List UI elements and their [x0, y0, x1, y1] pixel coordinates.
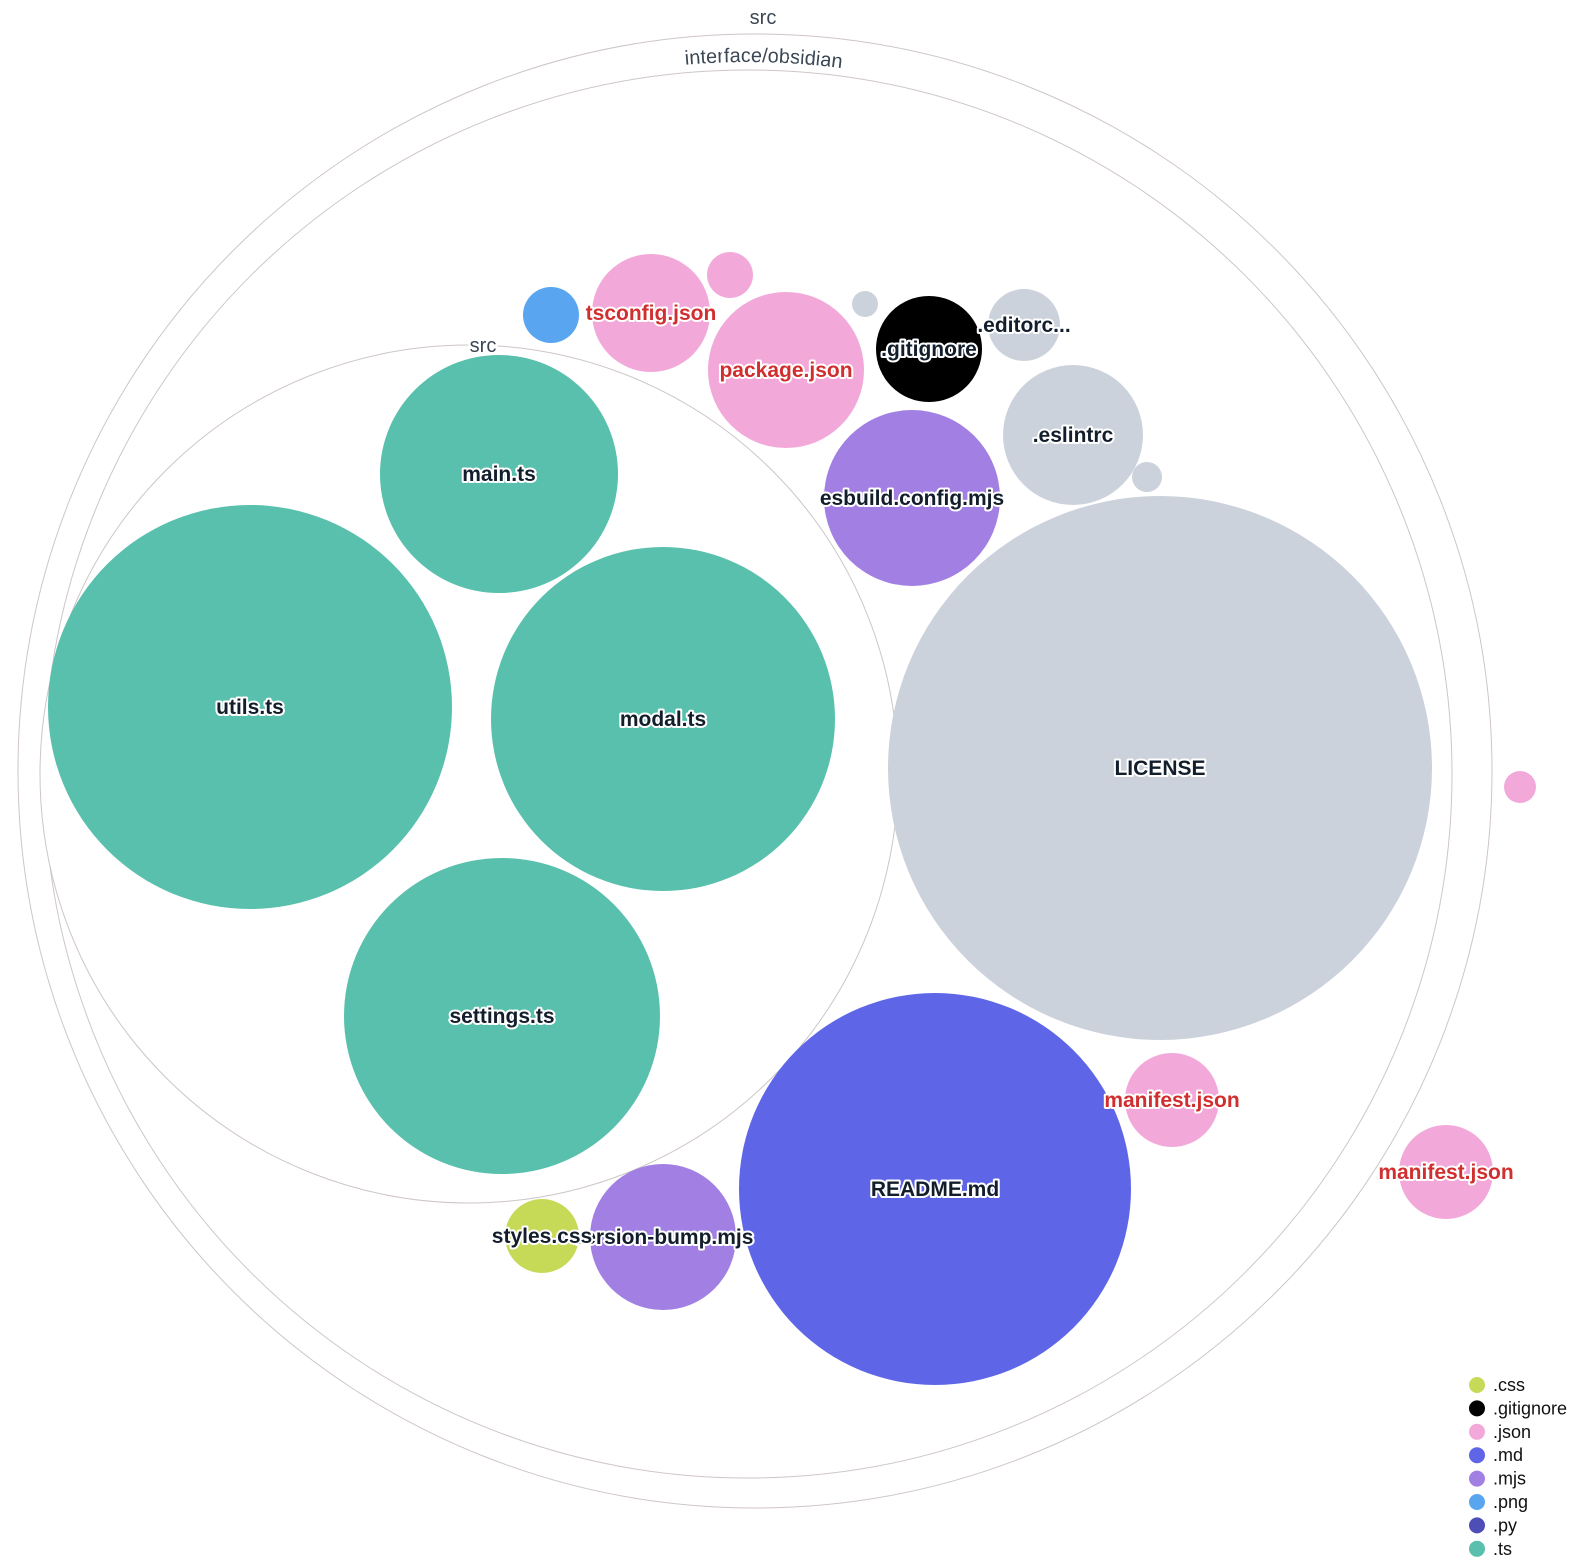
file-label-settings-ts: settings.ts — [449, 1005, 554, 1028]
file-circle-gitignore[interactable] — [876, 296, 982, 402]
legend-dot-gitignore — [1469, 1400, 1485, 1417]
file-label-editorconfig: .editorc... — [977, 314, 1070, 337]
file-label-styles-css: styles.css — [492, 1225, 592, 1248]
file-label-package-json: package.json — [719, 359, 852, 382]
file-label-readme-md: README.md — [871, 1178, 999, 1201]
file-circle-package-json[interactable] — [708, 292, 864, 448]
file-label-main-ts: main.ts — [462, 463, 536, 486]
legend-label-ts: .ts — [1493, 1539, 1512, 1559]
legend-dot-mjs — [1469, 1470, 1485, 1487]
file-circle-tsconfig-json[interactable] — [592, 254, 710, 372]
file-circle-eslintrc[interactable] — [1003, 365, 1143, 505]
file-label-gitignore: .gitignore — [881, 338, 977, 361]
file-circle-gray-dot-2[interactable] — [1132, 462, 1162, 492]
file-label-manifest-json-outer: manifest.json — [1378, 1161, 1513, 1184]
file-circle-modal-ts[interactable] — [491, 547, 835, 891]
legend-label-gitignore: .gitignore — [1493, 1398, 1567, 1418]
legend-label-mjs: .mjs — [1493, 1469, 1526, 1489]
file-circle-version-bump-mjs[interactable] — [590, 1164, 736, 1310]
file-label-utils-ts: utils.ts — [216, 696, 284, 719]
file-label-tsconfig-json: tsconfig.json — [586, 302, 717, 325]
legend-dot-md — [1469, 1447, 1485, 1464]
legend-dot-py — [1469, 1517, 1485, 1534]
legend-label-css: .css — [1493, 1375, 1525, 1395]
file-circle-settings-ts[interactable] — [344, 858, 660, 1174]
file-circle-json-dot-top[interactable] — [707, 252, 753, 298]
file-label-license: LICENSE — [1114, 757, 1205, 780]
file-circle-manifest-json[interactable] — [1125, 1053, 1219, 1147]
file-circle-license[interactable] — [888, 496, 1432, 1040]
file-circle-readme-md[interactable] — [739, 993, 1131, 1385]
legend-dot-png — [1469, 1494, 1485, 1510]
legend-label-md: .md — [1493, 1445, 1523, 1465]
file-circle-gray-dot-1[interactable] — [852, 291, 878, 317]
file-label-esbuild-config-mjs: esbuild.config.mjs — [820, 487, 1004, 510]
legend-label-py: .py — [1493, 1515, 1517, 1535]
file-circle-png-dot[interactable] — [523, 287, 579, 343]
file-label-manifest-json: manifest.json — [1104, 1089, 1239, 1112]
file-circle-styles-css[interactable] — [505, 1199, 579, 1273]
file-label-version-bump-mjs: version-bump.mjs — [573, 1226, 754, 1249]
directory-label-src: src — [470, 335, 497, 357]
legend-dot-ts — [1469, 1540, 1485, 1557]
file-label-modal-ts: modal.ts — [620, 708, 706, 731]
file-circle-json-dot-right[interactable] — [1504, 771, 1536, 803]
directory-label-src-root: src — [750, 7, 777, 29]
legend-dot-css — [1469, 1377, 1485, 1393]
file-circle-main-ts[interactable] — [380, 355, 618, 593]
file-circle-utils-ts[interactable] — [48, 505, 452, 909]
file-circle-esbuild-config-mjs[interactable] — [824, 410, 1000, 586]
legend-dot-json — [1469, 1423, 1485, 1440]
file-circle-editorconfig[interactable] — [988, 289, 1060, 361]
legend-label-json: .json — [1493, 1422, 1531, 1442]
file-label-eslintrc: .eslintrc — [1033, 424, 1114, 447]
file-circle-manifest-json-outer[interactable] — [1399, 1125, 1493, 1219]
legend-label-png: .png — [1493, 1492, 1528, 1512]
